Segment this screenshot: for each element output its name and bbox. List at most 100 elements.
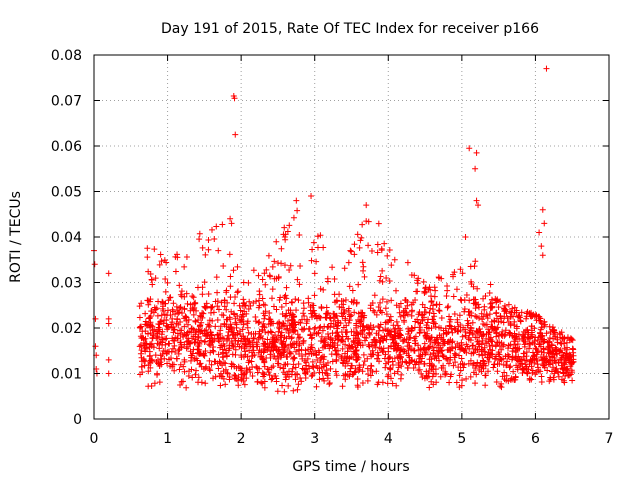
data-point — [260, 349, 267, 356]
data-point — [158, 355, 165, 362]
data-point — [314, 244, 321, 251]
data-point — [284, 317, 291, 324]
data-point — [170, 337, 177, 344]
data-point — [279, 311, 286, 318]
data-point — [160, 348, 167, 355]
data-point — [381, 333, 388, 340]
y-tick-label: 0.08 — [51, 48, 82, 64]
data-point — [447, 356, 454, 363]
data-point — [292, 348, 299, 355]
data-point — [283, 353, 290, 360]
data-point — [284, 371, 291, 378]
data-point — [563, 344, 570, 351]
data-point — [507, 313, 514, 320]
data-point — [221, 303, 228, 310]
data-point — [310, 302, 317, 309]
data-point — [495, 319, 502, 326]
data-point — [240, 338, 247, 345]
data-point — [449, 329, 456, 336]
data-point — [412, 318, 419, 325]
data-point — [241, 302, 248, 309]
data-point — [354, 356, 361, 363]
data-point — [285, 329, 292, 336]
data-point — [302, 347, 309, 354]
data-point — [402, 358, 409, 365]
data-point — [328, 351, 335, 358]
data-point — [521, 350, 528, 357]
data-point — [547, 357, 554, 364]
data-point — [328, 320, 335, 327]
data-point — [226, 316, 233, 323]
data-point — [467, 373, 474, 380]
data-point — [277, 364, 284, 371]
data-point — [262, 281, 269, 288]
data-point — [223, 289, 230, 296]
data-point — [240, 313, 247, 320]
data-point — [252, 330, 259, 337]
y-tick-labels: 0 0.01 0.02 0.03 0.04 0.05 0.06 0.07 0.08 — [51, 48, 82, 428]
data-point — [274, 336, 281, 343]
data-point — [513, 307, 520, 314]
data-point — [385, 355, 392, 362]
x-tick-label: 3 — [310, 431, 319, 447]
data-point — [493, 330, 500, 337]
data-point — [345, 259, 352, 266]
data-point — [538, 378, 545, 385]
data-point — [355, 340, 362, 347]
data-point — [298, 353, 305, 360]
data-point — [212, 373, 219, 380]
data-point — [155, 324, 162, 331]
data-point — [430, 320, 437, 327]
data-point — [245, 329, 252, 336]
data-point — [393, 287, 400, 294]
data-point — [470, 283, 477, 290]
data-point — [150, 309, 157, 316]
data-point — [495, 304, 502, 311]
data-point — [205, 246, 212, 253]
data-point — [551, 354, 558, 361]
data-point — [507, 363, 514, 370]
data-point — [437, 373, 444, 380]
data-point — [138, 347, 145, 354]
data-point — [241, 308, 248, 315]
data-point — [307, 346, 314, 353]
data-point — [348, 298, 355, 305]
data-point — [551, 327, 558, 334]
data-point — [557, 340, 564, 347]
data-point — [367, 351, 374, 358]
data-point — [186, 328, 193, 335]
data-point — [481, 303, 488, 310]
data-point — [292, 364, 299, 371]
data-point — [225, 335, 232, 342]
data-point — [255, 319, 262, 326]
data-point — [378, 345, 385, 352]
data-point — [495, 349, 502, 356]
data-point — [426, 284, 433, 291]
data-point — [92, 315, 99, 322]
data-point — [167, 312, 174, 319]
data-point — [154, 312, 161, 319]
data-point — [339, 383, 346, 390]
data-point — [307, 331, 314, 338]
data-point — [361, 358, 368, 365]
data-point — [237, 307, 244, 314]
data-point — [326, 379, 333, 386]
data-point — [215, 351, 222, 358]
data-point — [206, 357, 213, 364]
data-point — [281, 224, 288, 231]
data-point — [277, 354, 284, 361]
data-point — [547, 349, 554, 356]
data-point — [514, 335, 521, 342]
data-point — [294, 276, 301, 283]
data-point — [360, 361, 367, 368]
data-point — [232, 372, 239, 379]
data-point — [270, 363, 277, 370]
data-point — [492, 295, 499, 302]
data-point — [397, 353, 404, 360]
data-point — [419, 301, 426, 308]
data-point — [397, 347, 404, 354]
data-point — [174, 307, 181, 314]
x-tick-label: 2 — [237, 431, 246, 447]
data-point — [438, 347, 445, 354]
data-point — [340, 360, 347, 367]
